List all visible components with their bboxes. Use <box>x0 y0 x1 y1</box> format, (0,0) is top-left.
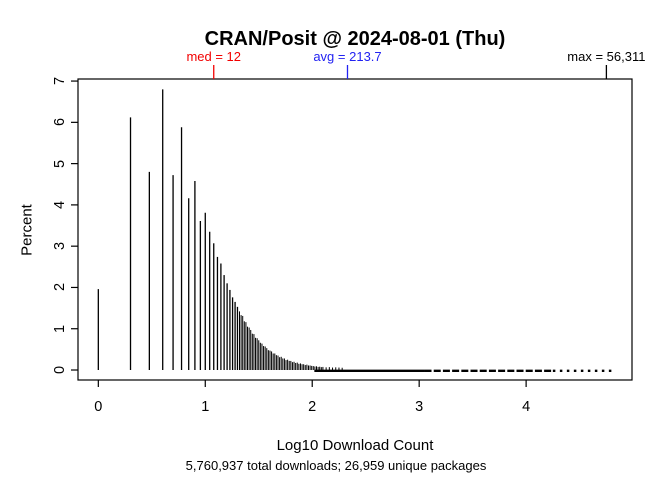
x-axis-title: Log10 Download Count <box>276 437 434 454</box>
annotation-max-label: max = 56,311 <box>567 49 646 64</box>
x-axis-ticks <box>97 380 527 387</box>
x-axis-subtitle: 5,760,937 total downloads; 26,959 unique… <box>185 458 487 473</box>
x-tick-label-3: 3 <box>415 399 424 415</box>
y-tick-label-3: 3 <box>52 242 68 251</box>
spikes <box>97 89 343 371</box>
y-tick-label-1: 1 <box>52 324 68 333</box>
annotation-med-label: med = 12 <box>186 49 242 64</box>
annotation-avg-label: avg = 213.7 <box>313 49 382 64</box>
y-tick-label-4: 4 <box>52 200 68 209</box>
y-axis-title: Percent <box>18 203 36 256</box>
chart-title: CRAN/Posit @ 2024-08-01 (Thu) <box>204 28 506 50</box>
x-tick-label-1: 1 <box>201 399 210 415</box>
x-tick-label-0: 0 <box>94 399 103 415</box>
y-axis-ticks <box>71 80 78 371</box>
y-tick-label-6: 6 <box>52 118 68 127</box>
annotation-ticks <box>213 65 608 79</box>
y-tick-label-2: 2 <box>52 283 68 292</box>
y-tick-label-7: 7 <box>52 77 68 86</box>
y-tick-label-5: 5 <box>52 159 68 168</box>
y-tick-label-0: 0 <box>52 365 68 375</box>
plot-box <box>77 78 633 381</box>
x-tick-label-2: 2 <box>308 399 317 415</box>
x-tick-label-4: 4 <box>522 399 531 415</box>
